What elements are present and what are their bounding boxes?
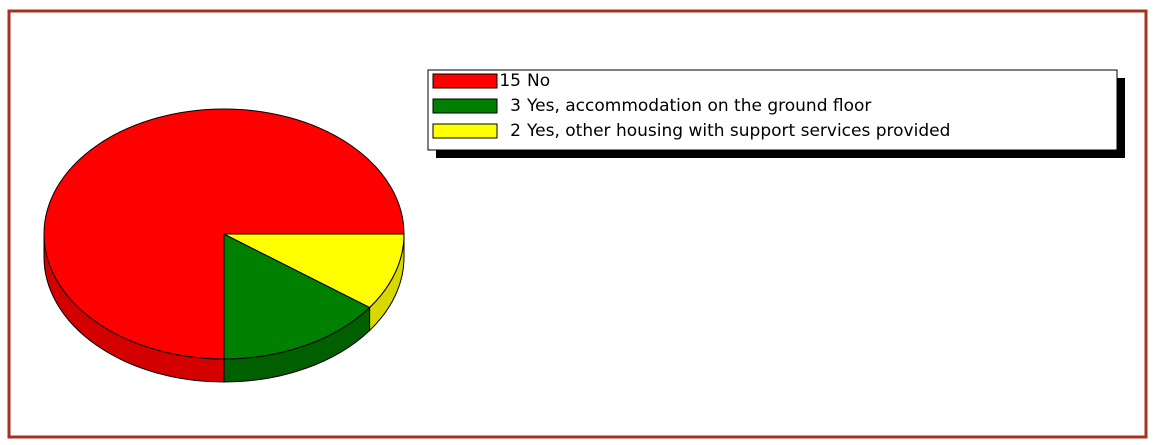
slice (223, 233, 405, 309)
legend-swatch (432, 73, 498, 89)
legend-swatch (432, 123, 498, 139)
legend-value: 2 (510, 121, 521, 141)
legend-label: No (527, 71, 550, 91)
legend: 15 No 3 Yes, accommodation on the ground fl… (432, 71, 950, 141)
legend-value: 3 (510, 96, 521, 116)
legend-swatch (432, 98, 498, 114)
slice (43, 108, 405, 360)
legend-box (427, 69, 1118, 151)
pie (43, 108, 405, 383)
frame (7, 9, 1148, 439)
legend-label: Yes, other housing with support services… (526, 121, 950, 141)
legend-value: 15 (499, 71, 521, 91)
legend-label: Yes, accommodation on the ground floor (526, 96, 871, 116)
slice (223, 233, 371, 360)
